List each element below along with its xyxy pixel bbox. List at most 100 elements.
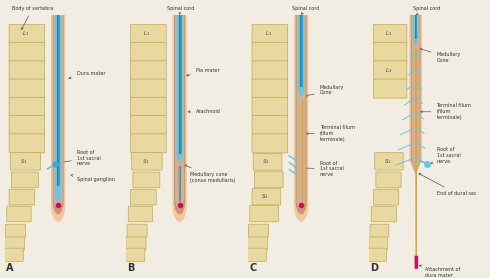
Text: Body of vertebra: Body of vertebra xyxy=(12,6,53,29)
Polygon shape xyxy=(413,15,418,46)
Text: Medullary
Cone: Medullary Cone xyxy=(305,85,344,96)
Text: Spinal cord: Spinal cord xyxy=(414,6,441,15)
FancyBboxPatch shape xyxy=(250,205,278,222)
FancyBboxPatch shape xyxy=(373,79,407,98)
Polygon shape xyxy=(409,15,422,174)
FancyBboxPatch shape xyxy=(9,134,45,153)
FancyBboxPatch shape xyxy=(253,153,282,170)
FancyBboxPatch shape xyxy=(130,134,166,153)
FancyBboxPatch shape xyxy=(248,224,269,237)
FancyBboxPatch shape xyxy=(127,224,147,237)
Polygon shape xyxy=(174,15,185,214)
FancyBboxPatch shape xyxy=(128,206,152,222)
Text: Root of
1st sacral
nerve: Root of 1st sacral nerve xyxy=(431,147,460,164)
Text: End of dural sac: End of dural sac xyxy=(419,173,476,196)
Text: $L_1$: $L_1$ xyxy=(265,29,272,38)
Text: $S_1$: $S_1$ xyxy=(20,157,28,166)
Polygon shape xyxy=(297,15,306,209)
Text: Medullary
Cone: Medullary Cone xyxy=(420,48,461,63)
FancyBboxPatch shape xyxy=(132,153,162,170)
FancyBboxPatch shape xyxy=(254,171,283,188)
FancyBboxPatch shape xyxy=(368,248,387,261)
Text: $L_1$: $L_1$ xyxy=(22,29,29,38)
Text: Root of
1st sacral
nerve: Root of 1st sacral nerve xyxy=(295,161,343,177)
Text: Spinal cord: Spinal cord xyxy=(292,6,319,14)
FancyBboxPatch shape xyxy=(9,79,45,98)
Text: Spinal ganglion: Spinal ganglion xyxy=(71,175,115,182)
Text: A: A xyxy=(6,263,14,273)
Text: Terminal filum
(filum
terminale): Terminal filum (filum terminale) xyxy=(420,103,471,120)
FancyBboxPatch shape xyxy=(130,97,166,116)
FancyBboxPatch shape xyxy=(373,24,407,43)
FancyBboxPatch shape xyxy=(133,172,160,188)
FancyBboxPatch shape xyxy=(4,237,24,250)
FancyBboxPatch shape xyxy=(252,43,288,62)
Polygon shape xyxy=(175,15,184,209)
FancyBboxPatch shape xyxy=(373,43,407,62)
FancyBboxPatch shape xyxy=(126,237,146,250)
Text: Dura mater: Dura mater xyxy=(69,71,105,79)
Text: Arachnoid: Arachnoid xyxy=(188,109,220,114)
Polygon shape xyxy=(55,15,61,202)
FancyBboxPatch shape xyxy=(5,224,25,237)
FancyBboxPatch shape xyxy=(373,189,399,205)
Text: $L_3$: $L_3$ xyxy=(385,66,392,75)
Polygon shape xyxy=(298,15,304,98)
FancyBboxPatch shape xyxy=(130,116,166,135)
FancyBboxPatch shape xyxy=(7,206,31,222)
FancyBboxPatch shape xyxy=(246,248,266,261)
FancyBboxPatch shape xyxy=(9,43,45,62)
Text: $L_1$: $L_1$ xyxy=(143,29,150,38)
FancyBboxPatch shape xyxy=(9,97,45,116)
Text: $L_1$: $L_1$ xyxy=(385,29,392,38)
Polygon shape xyxy=(295,15,307,214)
Text: Terminal filum
(filum
terminale): Terminal filum (filum terminale) xyxy=(306,125,354,142)
FancyBboxPatch shape xyxy=(130,79,166,98)
FancyBboxPatch shape xyxy=(370,224,389,237)
FancyBboxPatch shape xyxy=(252,97,288,116)
FancyBboxPatch shape xyxy=(130,43,166,62)
Text: Pia mater: Pia mater xyxy=(187,68,220,76)
Text: $S_3$: $S_3$ xyxy=(261,192,269,201)
FancyBboxPatch shape xyxy=(9,116,45,135)
Text: D: D xyxy=(370,263,379,273)
Text: $S_2$: $S_2$ xyxy=(262,157,270,166)
FancyBboxPatch shape xyxy=(252,116,288,135)
Polygon shape xyxy=(52,15,64,214)
Polygon shape xyxy=(412,15,419,174)
Polygon shape xyxy=(54,15,63,209)
FancyBboxPatch shape xyxy=(10,153,41,170)
Polygon shape xyxy=(411,15,420,174)
Text: $S_1$: $S_1$ xyxy=(142,157,149,166)
Text: Root of
1st sacral
nerve: Root of 1st sacral nerve xyxy=(57,150,100,166)
FancyBboxPatch shape xyxy=(252,79,288,98)
Text: Attachment of
dura mater: Attachment of dura mater xyxy=(419,265,460,278)
FancyBboxPatch shape xyxy=(252,24,288,43)
FancyBboxPatch shape xyxy=(130,189,156,205)
FancyBboxPatch shape xyxy=(130,61,166,80)
FancyBboxPatch shape xyxy=(11,172,38,188)
Polygon shape xyxy=(172,15,187,222)
Text: B: B xyxy=(127,263,135,273)
Polygon shape xyxy=(51,15,65,222)
FancyBboxPatch shape xyxy=(247,237,268,250)
Polygon shape xyxy=(176,15,183,165)
FancyBboxPatch shape xyxy=(376,172,401,188)
Text: Medullary cone
(conus medullaris): Medullary cone (conus medullaris) xyxy=(184,165,236,183)
Polygon shape xyxy=(294,15,308,222)
FancyBboxPatch shape xyxy=(373,61,407,80)
FancyBboxPatch shape xyxy=(252,61,288,80)
Text: C: C xyxy=(249,263,256,273)
FancyBboxPatch shape xyxy=(9,189,35,205)
FancyBboxPatch shape xyxy=(252,134,288,153)
Text: $S_1$: $S_1$ xyxy=(384,157,392,166)
FancyBboxPatch shape xyxy=(9,24,45,43)
FancyBboxPatch shape xyxy=(369,237,388,250)
FancyBboxPatch shape xyxy=(125,248,145,261)
FancyBboxPatch shape xyxy=(371,206,396,222)
FancyBboxPatch shape xyxy=(9,61,45,80)
FancyBboxPatch shape xyxy=(375,153,403,170)
FancyBboxPatch shape xyxy=(252,188,281,205)
Text: Spinal cord: Spinal cord xyxy=(167,6,194,14)
FancyBboxPatch shape xyxy=(130,24,166,43)
